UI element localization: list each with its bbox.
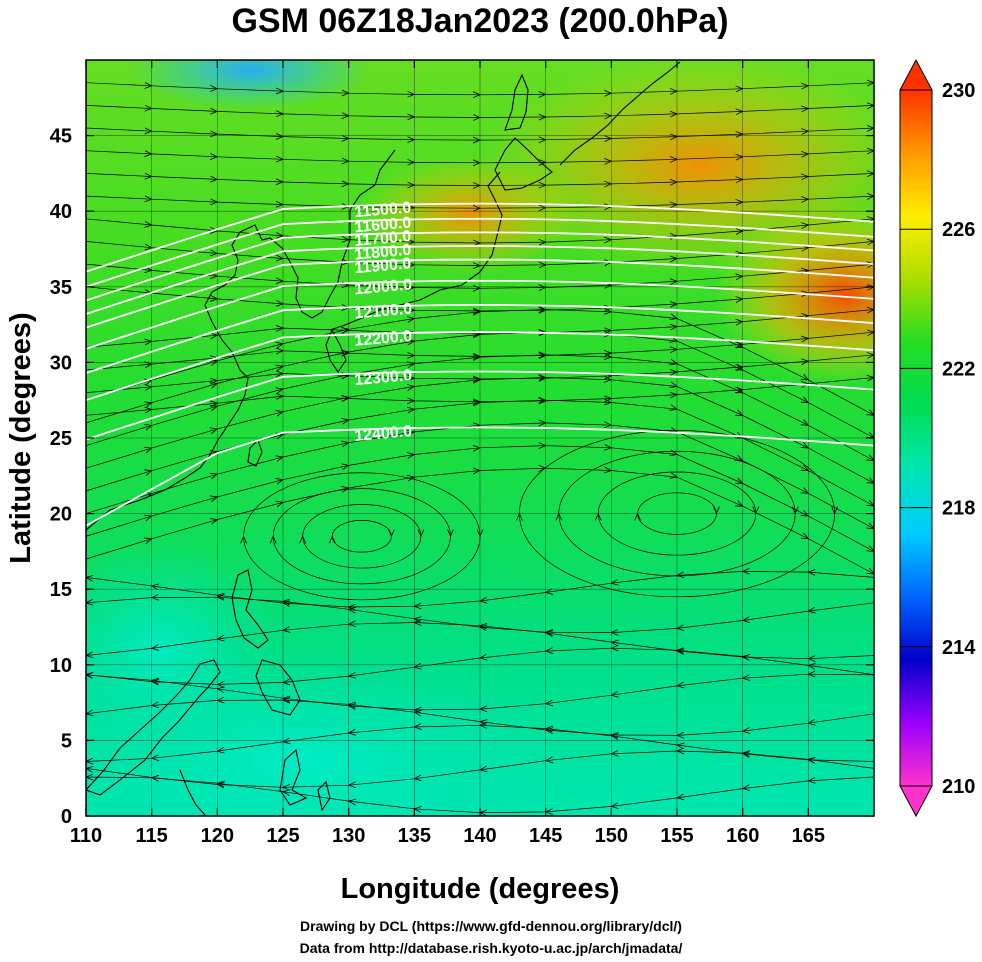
colorbar-tick-label: 222 bbox=[942, 358, 975, 380]
x-tick-label: 125 bbox=[266, 825, 299, 847]
coastline-luzon bbox=[231, 569, 269, 649]
x-tick-label: 165 bbox=[792, 825, 825, 847]
axes: 110 115 120 125 130 135 140 145 150 155 160 165 0 5 10… bbox=[50, 60, 874, 847]
y-tick-label: 15 bbox=[50, 579, 72, 601]
height-contour-line bbox=[86, 258, 874, 329]
streamline-westerly bbox=[86, 173, 874, 185]
height-contour-line bbox=[86, 245, 874, 315]
x-tick-label: 155 bbox=[660, 825, 693, 847]
colorbar-gradient bbox=[899, 89, 933, 787]
height-contour-line bbox=[86, 231, 874, 302]
height-contour-line bbox=[86, 426, 874, 527]
height-contours: 11500.011600.011700.011800.011900.012000… bbox=[86, 199, 874, 527]
height-contour-label: 12400.0 bbox=[354, 423, 413, 445]
streamline-westerly bbox=[86, 151, 874, 163]
x-tick-label: 135 bbox=[398, 825, 431, 847]
coastline-philippine-south bbox=[255, 659, 301, 716]
coastline-borneo bbox=[86, 659, 221, 796]
colorbar: 230 226 222 218 214 210 bbox=[899, 58, 976, 818]
credit-data-source: Data from http://database.rish.kyoto-u.a… bbox=[299, 940, 683, 956]
x-axis-label: Longitude (degrees) bbox=[341, 873, 620, 905]
coastline-japan-honshu bbox=[329, 171, 503, 331]
height-contour-label: 12100.0 bbox=[354, 301, 413, 323]
colorbar-tick-label: 218 bbox=[942, 498, 975, 520]
height-contour-label: 11500.0 bbox=[354, 199, 412, 221]
y-tick-label: 40 bbox=[50, 201, 72, 223]
y-tick-label: 30 bbox=[50, 352, 72, 374]
x-tick-label: 130 bbox=[332, 825, 365, 847]
y-tick-label: 20 bbox=[50, 504, 72, 526]
height-contour-label: 11700.0 bbox=[354, 228, 412, 250]
y-tick-label: 35 bbox=[50, 277, 72, 299]
height-contour-label: 11600.0 bbox=[354, 214, 412, 236]
streamline-westerly bbox=[86, 196, 874, 208]
y-tick-label: 0 bbox=[61, 806, 72, 828]
height-contour-label: 12300.0 bbox=[354, 367, 413, 389]
y-tick-label: 25 bbox=[50, 428, 72, 450]
y-tick-label: 10 bbox=[50, 655, 72, 677]
x-tick-label: 160 bbox=[726, 825, 759, 847]
coastline-japan-hokkaido bbox=[494, 137, 553, 191]
height-contour-line bbox=[86, 303, 874, 374]
x-tick-label: 115 bbox=[136, 825, 168, 847]
y-tick-label: 45 bbox=[50, 126, 72, 148]
coastline-sakhalin bbox=[504, 73, 529, 131]
cyan-region-southwest bbox=[86, 540, 280, 760]
streamline-subtropical bbox=[86, 468, 874, 574]
height-contour-line bbox=[86, 279, 874, 350]
x-tick-label: 145 bbox=[529, 825, 562, 847]
colorbar-tick-label: 226 bbox=[942, 219, 975, 241]
y-tick-label: 5 bbox=[61, 730, 72, 752]
colorbar-tick-label: 214 bbox=[942, 637, 976, 659]
height-contour-line bbox=[86, 202, 874, 273]
x-tick-label: 140 bbox=[463, 825, 496, 847]
plot-area: 11500.011600.011700.011800.011900.012000… bbox=[86, 60, 874, 816]
cold-core-north bbox=[130, 60, 370, 110]
colorbar-min-arrow bbox=[899, 785, 933, 818]
height-contour-line bbox=[86, 331, 874, 402]
height-contour-label: 11900.0 bbox=[354, 255, 412, 277]
map-title: GSM 06Z18Jan2023 (200.0hPa) bbox=[231, 2, 728, 40]
colorbar-tick-label: 230 bbox=[942, 80, 975, 102]
streamline-westerly bbox=[86, 83, 874, 95]
coastline-halmahera bbox=[317, 780, 331, 812]
height-contour-label: 11800.0 bbox=[354, 242, 412, 264]
height-contour-line bbox=[86, 217, 874, 288]
x-tick-label: 150 bbox=[595, 825, 628, 847]
x-tick-label: 110 bbox=[70, 825, 102, 847]
height-contour-label: 12000.0 bbox=[354, 276, 413, 298]
colorbar-max-arrow bbox=[899, 58, 933, 91]
streamline-westerly bbox=[86, 105, 874, 117]
colorbar-tick-label: 210 bbox=[942, 776, 975, 798]
coastline-kyushu bbox=[325, 328, 347, 373]
y-axis-label: Latitude (degrees) bbox=[5, 312, 37, 563]
height-contour-line bbox=[86, 370, 874, 441]
x-tick-label: 120 bbox=[201, 825, 234, 847]
coastline-borneo-east bbox=[179, 769, 206, 816]
coastline-kuril-chain bbox=[559, 61, 681, 166]
height-contour-label: 12200.0 bbox=[354, 328, 413, 350]
credit-dcl: Drawing by DCL (https://www.gfd-dennou.o… bbox=[300, 918, 682, 934]
streamline-westerly bbox=[86, 128, 874, 140]
coastline-sulawesi bbox=[279, 748, 308, 806]
